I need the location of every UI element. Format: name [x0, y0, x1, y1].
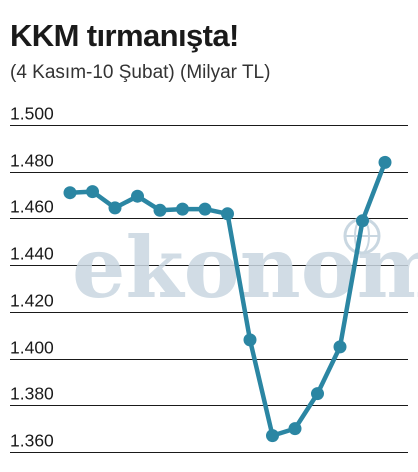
- data-point: [198, 202, 212, 216]
- data-point: [176, 202, 189, 216]
- y-axis-labels: 1.500 1.480 1.460 1.440 1.420 1.400 1.380 1.360: [10, 104, 54, 451]
- data-point: [86, 185, 99, 199]
- data-point: [288, 422, 302, 436]
- y-tick-label: 1.400: [10, 338, 54, 358]
- data-point: [266, 429, 279, 443]
- data-point: [153, 203, 167, 217]
- data-point: [131, 189, 144, 203]
- chart-subtitle: (4 Kasım-10 Şubat) (Milyar TL): [10, 62, 271, 83]
- data-point: [243, 333, 257, 347]
- y-tick-label: 1.360: [10, 431, 54, 451]
- data-point: [378, 155, 392, 169]
- data-point: [333, 340, 347, 354]
- chart-title: KKM tırmanışta!: [10, 18, 239, 53]
- y-tick-label: 1.480: [10, 151, 54, 171]
- data-point: [108, 201, 122, 215]
- gridlines: [10, 125, 408, 453]
- y-tick-label: 1.420: [10, 291, 54, 311]
- data-point: [356, 214, 369, 228]
- y-tick-label: 1.380: [10, 384, 54, 404]
- y-tick-label: 1.440: [10, 244, 54, 264]
- y-tick-label: 1.460: [10, 197, 54, 217]
- series-layer: [63, 155, 392, 443]
- data-point: [221, 207, 234, 221]
- y-tick-label: 1.500: [10, 104, 54, 124]
- data-point: [63, 186, 77, 200]
- data-point: [311, 387, 324, 401]
